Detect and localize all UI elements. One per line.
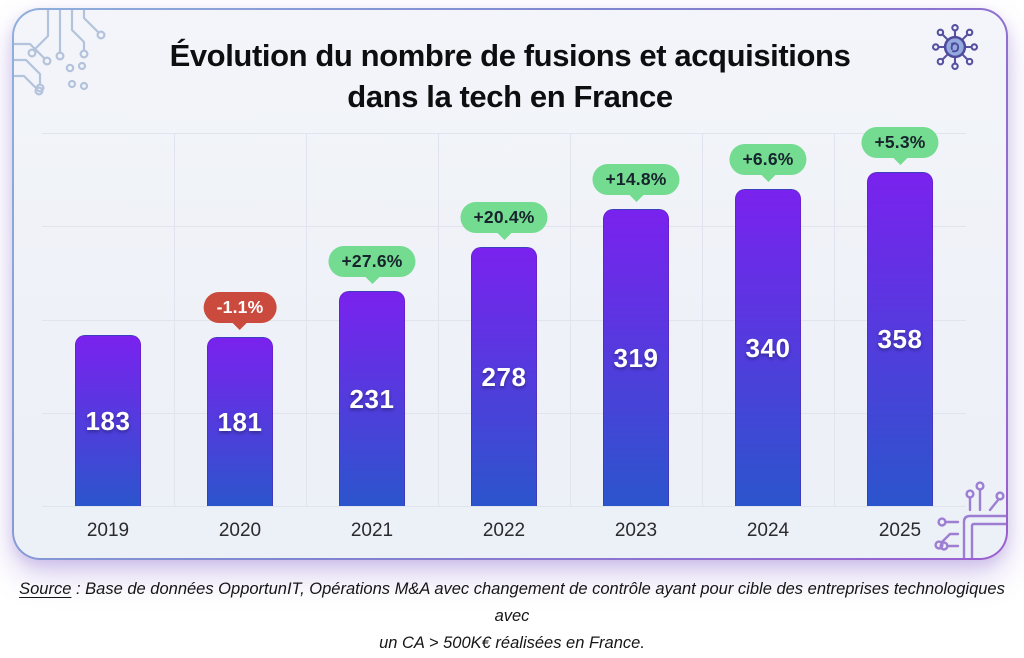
growth-badge-2020: -1.1% <box>203 292 277 323</box>
bar-value-label: 181 <box>217 406 263 437</box>
growth-badge-2025: +5.3% <box>861 127 939 158</box>
bar-2025: 358 <box>867 172 933 506</box>
chart-title-line1: Évolution du nombre de fusions et acquis… <box>169 38 851 73</box>
gridline-vertical <box>834 133 835 506</box>
bar-2024: 340 <box>735 189 801 506</box>
chart-column-2024: 340 +6.6% <box>702 133 834 506</box>
gridline-horizontal <box>42 506 966 507</box>
chart-column-2022: 278 +20.4% <box>438 133 570 506</box>
card-background: Évolution du nombre de fusions et acquis… <box>14 10 1006 558</box>
gridline-vertical <box>570 133 571 506</box>
chart-column-2025: 358 +5.3% <box>834 127 966 506</box>
circuit-board-icon <box>14 10 106 96</box>
gridline-vertical <box>438 133 439 506</box>
source-note: Source : Base de données OpportunIT, Opé… <box>0 576 1024 658</box>
bar-value-label: 231 <box>349 383 395 414</box>
bar-value-label: 358 <box>877 324 923 354</box>
bar-value-label: 183 <box>85 405 131 436</box>
gridline-vertical <box>174 133 175 506</box>
bar-2022: 278 <box>471 247 537 506</box>
growth-badge-2022: +20.4% <box>460 202 548 233</box>
chart-title: Évolution du nombre de fusions et acquis… <box>14 36 1006 118</box>
x-axis-label-2020: 2020 <box>218 520 262 541</box>
chart-column-2020: 181 -1.1% <box>174 133 306 506</box>
growth-badge-2024: +6.6% <box>729 144 807 175</box>
x-axis-label-2021: 2021 <box>350 520 394 541</box>
chart-column-2019: 183 <box>42 133 174 506</box>
gridline-vertical <box>702 133 703 506</box>
chart-title-line2: dans la tech en France <box>347 78 673 114</box>
gridline-vertical <box>306 133 307 506</box>
x-axis-label-2022: 2022 <box>482 520 526 541</box>
infographic-card: Évolution du nombre de fusions et acquis… <box>12 8 1008 560</box>
plot-area: 183 181 -1.1% 231 +27.6% 278 +20.4% 319 +14.8% 34… <box>42 127 966 507</box>
x-axis-label-2019: 2019 <box>86 520 130 541</box>
x-axis-label-2025: 2025 <box>878 520 922 541</box>
x-axis-label-2024: 2024 <box>746 520 790 541</box>
growth-badge-2021: +27.6% <box>328 246 416 277</box>
x-axis: 2019 2020 2021 2022 2023 2024 2025 <box>42 514 966 548</box>
source-text: : Base de données OpportunIT, Opérations… <box>71 580 1005 626</box>
growth-badge-2023: +14.8% <box>592 164 680 195</box>
bar-2023: 319 <box>603 209 669 506</box>
chart-column-2021: 231 +27.6% <box>306 133 438 506</box>
source-label: Source <box>19 580 72 598</box>
circuit-chip-icon <box>934 481 1006 558</box>
bar-2020: 181 <box>207 337 273 506</box>
bar-value-label: 278 <box>481 361 527 392</box>
bar-value-label: 340 <box>745 332 791 363</box>
gridline-horizontal <box>42 133 966 134</box>
bar-2019: 183 <box>75 335 141 506</box>
chart-column-2023: 319 +14.8% <box>570 133 702 506</box>
x-axis-label-2023: 2023 <box>614 520 658 541</box>
bar-value-label: 319 <box>613 342 659 373</box>
source-line1: Source : Base de données OpportunIT, Opé… <box>0 576 1024 630</box>
bar-2021: 231 <box>339 291 405 506</box>
network-hub-icon <box>931 23 979 71</box>
source-line2: un CA > 500K€ réalisées en France. <box>379 634 645 653</box>
